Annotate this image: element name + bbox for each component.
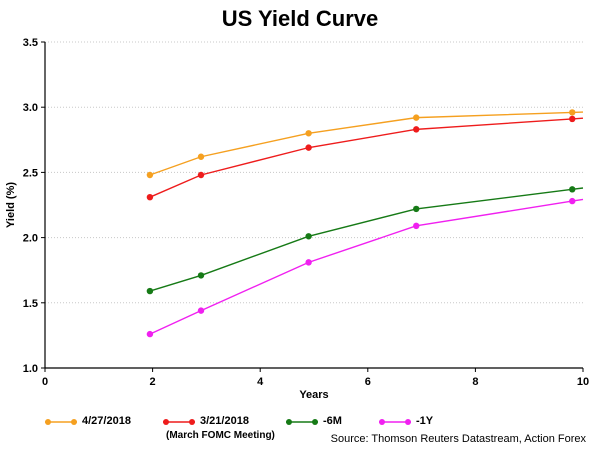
- series-0: [146, 109, 584, 179]
- data-point: [413, 205, 420, 213]
- series-line-3: [149, 198, 584, 335]
- series-lines: [146, 109, 584, 338]
- grid-lines: [45, 41, 583, 304]
- line-chart: 1.0 1.5 2.0 2.5 3.0 3.5 0 2 4 6 8 10 Years Yield (%…: [5, 37, 589, 401]
- data-point: [305, 130, 312, 137]
- y-tick-label: 3.0: [23, 102, 38, 114]
- y-tick-label: 3.5: [23, 37, 38, 49]
- legend-swatch-dot: [286, 419, 292, 425]
- legend-swatch-dot: [405, 419, 411, 425]
- x-tick-label: 4: [257, 376, 264, 388]
- data-point: [305, 259, 312, 266]
- legend-label-3: -1Y: [416, 415, 434, 427]
- y-axis-title: Yield (%): [5, 182, 17, 228]
- x-tick-label: 8: [472, 376, 478, 388]
- data-point: [146, 287, 154, 295]
- data-point: [305, 144, 312, 151]
- y-tick-label: 1.0: [23, 363, 38, 375]
- y-tick-label: 2.5: [23, 167, 38, 179]
- legend-swatch-3: [379, 419, 411, 425]
- series-2: [146, 186, 584, 295]
- series-line-1: [149, 117, 584, 198]
- legend-swatch-dot: [379, 419, 385, 425]
- data-point: [569, 197, 576, 205]
- series-3: [146, 197, 584, 338]
- series-1: [146, 115, 584, 201]
- data-point: [569, 186, 576, 193]
- legend-label-1: 3/21/2018: [200, 415, 249, 427]
- y-tick-label: 1.5: [23, 298, 38, 310]
- data-point: [413, 126, 420, 133]
- legend-swatch-1: [163, 419, 195, 425]
- data-point: [413, 114, 420, 121]
- data-point: [197, 272, 205, 279]
- source-note: Source: Thomson Reuters Datastream, Acti…: [330, 433, 586, 445]
- legend: 4/27/2018 3/21/2018 (March FOMC Meeting)…: [0, 414, 600, 450]
- y-tick-label: 2.0: [23, 233, 38, 245]
- data-point: [197, 307, 205, 314]
- x-axis-title: Years: [299, 389, 328, 401]
- data-point: [197, 153, 205, 160]
- axes: [41, 41, 584, 372]
- data-point: [146, 171, 154, 179]
- legend-swatch-dot: [163, 419, 169, 425]
- data-point: [569, 115, 576, 123]
- legend-swatch-dot: [189, 419, 195, 425]
- chart-title: US Yield Curve: [221, 6, 379, 31]
- series-line-0: [149, 111, 584, 176]
- x-tick-label: 0: [42, 376, 48, 388]
- data-point: [146, 193, 154, 201]
- legend-swatch-dot: [312, 419, 318, 425]
- data-point: [146, 330, 154, 338]
- data-point: [569, 109, 576, 116]
- data-point: [305, 233, 312, 240]
- data-point: [413, 222, 420, 230]
- series-line-2: [149, 187, 584, 292]
- x-tick-label: 10: [577, 376, 589, 388]
- legend-note-fomc: (March FOMC Meeting): [166, 430, 275, 441]
- x-tick-label: 6: [365, 376, 371, 388]
- legend-label-0: 4/27/2018: [82, 415, 131, 427]
- data-point: [197, 171, 205, 179]
- tick-labels: 1.0 1.5 2.0 2.5 3.0 3.5 0 2 4 6 8 10: [23, 37, 589, 388]
- legend-label-2: -6M: [323, 415, 342, 427]
- legend-swatch-dot: [71, 419, 77, 425]
- legend-swatch-2: [286, 419, 318, 425]
- x-tick-label: 2: [150, 376, 156, 388]
- legend-swatch-0: [45, 419, 77, 425]
- legend-swatch-dot: [45, 419, 51, 425]
